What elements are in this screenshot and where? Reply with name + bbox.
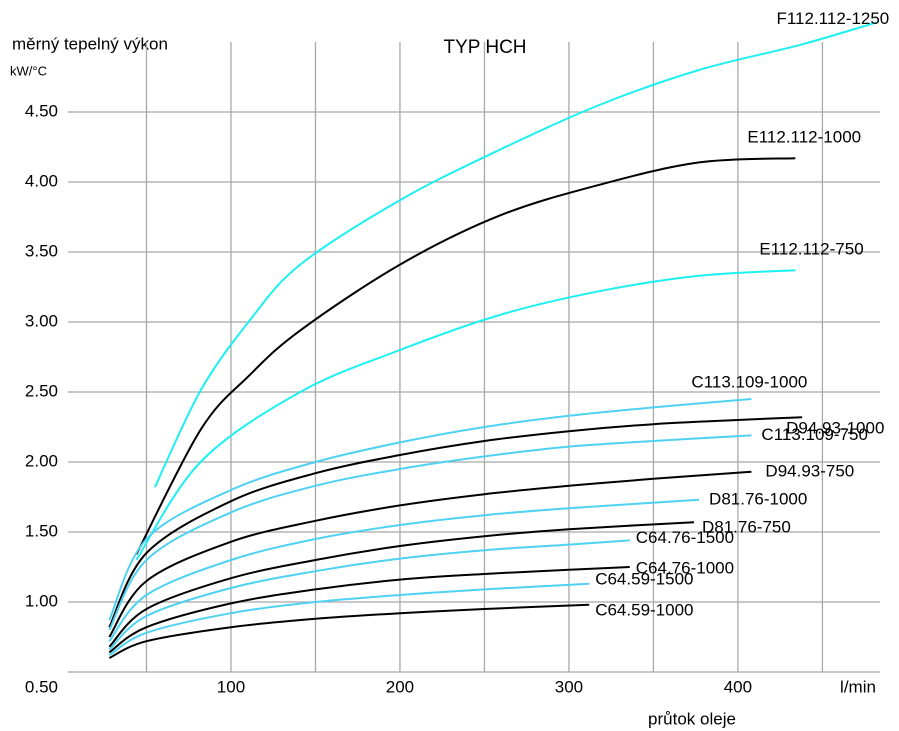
series-line xyxy=(108,398,752,621)
y-axis-unit: kW/°C xyxy=(10,63,47,78)
series-line xyxy=(135,269,796,561)
series-line xyxy=(108,539,630,651)
series-line xyxy=(108,498,700,642)
x-tick-label: 400 xyxy=(724,677,752,696)
series-label: D94.93-1000 xyxy=(786,419,884,438)
series-line xyxy=(108,603,590,659)
series-label: C64.76-1000 xyxy=(636,558,734,577)
y-tick-label: 1.50 xyxy=(25,521,58,540)
series-label: C64.59-1500 xyxy=(595,569,693,588)
series-label: D81.76-750 xyxy=(702,518,791,537)
series-label: E112.112-1000 xyxy=(747,128,861,147)
x-axis-label: průtok oleje xyxy=(648,709,736,728)
y-tick-label: 4.00 xyxy=(25,171,58,190)
y-tick-label: 1.00 xyxy=(25,591,58,610)
y-tick-label: 4.50 xyxy=(25,101,58,120)
series-line xyxy=(108,416,803,628)
y-axis-label: měrný tepelný výkon xyxy=(12,34,168,53)
series-line xyxy=(108,470,752,638)
y-tick-label: 2.50 xyxy=(25,381,58,400)
series-line xyxy=(135,157,796,555)
series-line xyxy=(154,21,877,488)
y-tick-label: 0.50 xyxy=(25,677,58,696)
series-line xyxy=(108,566,630,654)
y-tick-label: 2.00 xyxy=(25,451,58,470)
series-label: D94.93-750 xyxy=(765,461,854,480)
series-label: E112.112-750 xyxy=(759,240,863,259)
x-tick-label: 100 xyxy=(217,677,245,696)
series-line xyxy=(108,434,752,631)
x-tick-label: 300 xyxy=(555,677,583,696)
x-tick-label: 200 xyxy=(386,677,414,696)
series-label: C113.109-1000 xyxy=(691,372,807,391)
y-tick-label: 3.00 xyxy=(25,311,58,330)
series-line xyxy=(108,521,695,648)
x-axis-unit: l/min xyxy=(840,677,876,696)
y-tick-label: 3.50 xyxy=(25,241,58,260)
series-label: C64.76-1500 xyxy=(636,528,734,547)
series-label: C113.109-750 xyxy=(761,425,868,444)
series-label: D81.76-1000 xyxy=(709,489,807,508)
series-line xyxy=(108,582,590,657)
series-label: C64.59-1000 xyxy=(595,600,693,619)
series-label: F112.112-1250 xyxy=(776,9,889,28)
